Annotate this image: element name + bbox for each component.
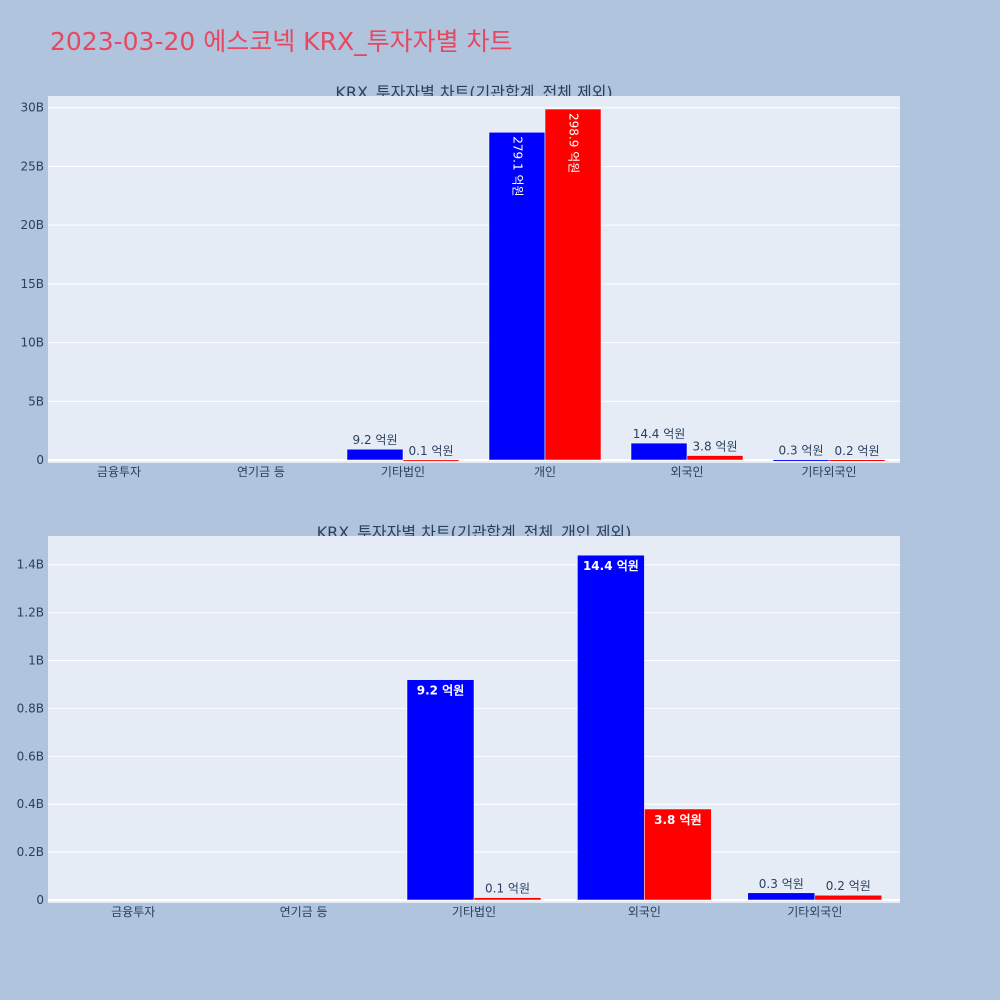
y-tick-label: 5B xyxy=(28,394,44,408)
data-label: 9.2 억원 xyxy=(417,684,465,698)
y-tick-label: 1.4B xyxy=(17,558,44,572)
data-label: 14.4 억원 xyxy=(633,427,686,441)
y-tick-label: 0.6B xyxy=(17,749,44,763)
plot-area xyxy=(48,96,900,463)
data-label: 14.4 억원 xyxy=(583,559,639,573)
bar-series1 xyxy=(488,132,546,461)
x-tick-label: 기타법인 xyxy=(381,465,425,479)
bar-series2 xyxy=(686,455,744,461)
bar-series1 xyxy=(577,554,645,901)
bar-series1 xyxy=(346,448,404,461)
x-tick-label: 외국인 xyxy=(670,465,703,479)
y-tick-label: 15B xyxy=(20,277,44,291)
y-tick-label: 1B xyxy=(28,654,44,668)
y-tick-label: 20B xyxy=(20,218,44,232)
y-tick-label: 0.4B xyxy=(17,797,44,811)
x-tick-label: 기타법인 xyxy=(452,905,496,919)
data-label: 0.3 억원 xyxy=(779,444,824,458)
y-tick-label: 10B xyxy=(20,336,44,350)
bar-series2 xyxy=(644,808,712,901)
chart-1: 0 0.2B 0.4B 0.6B 0.8B 1B 1.2B 1.4B 금융투자 연기금 등 기타법인… xyxy=(17,536,900,919)
data-label: 9.2 억원 xyxy=(353,433,398,447)
chart-0: 0 5B 10B 15B 20B 25B 30B 금융투자 연기금 등 기타법인 9.2 억원 0.1… xyxy=(20,96,900,479)
y-tick-label: 1.2B xyxy=(17,606,44,620)
data-label: 3.8 억원 xyxy=(693,440,738,454)
bar-series1 xyxy=(406,679,475,901)
data-label: 279.1 억원 xyxy=(511,136,525,196)
bar-series2 xyxy=(828,459,886,462)
x-tick-label: 금융투자 xyxy=(111,905,155,919)
y-tick-label: 30B xyxy=(20,101,44,115)
y-tick-label: 0.8B xyxy=(17,701,44,715)
y-tick-label: 0 xyxy=(36,453,44,467)
data-label: 0.1 억원 xyxy=(409,444,454,458)
bar-series2 xyxy=(473,897,542,901)
bar-series1 xyxy=(747,892,816,901)
x-tick-label: 금융투자 xyxy=(97,465,141,479)
y-tick-label: 0 xyxy=(36,893,44,907)
bar-series1 xyxy=(630,442,688,461)
bar-series2 xyxy=(814,894,883,901)
data-label: 0.2 억원 xyxy=(835,444,880,458)
y-tick-label: 25B xyxy=(20,159,44,173)
x-tick-label: 연기금 등 xyxy=(237,465,285,479)
y-tick-label: 0.2B xyxy=(17,845,44,859)
x-tick-label: 외국인 xyxy=(628,905,661,919)
data-label: 0.2 억원 xyxy=(826,879,871,893)
bar-series2 xyxy=(402,459,460,462)
data-label: 298.9 억원 xyxy=(567,113,581,173)
x-tick-label: 개인 xyxy=(534,465,556,479)
bar-series2 xyxy=(544,108,602,461)
page-title: 2023-03-20 에스코넥 KRX_투자자별 차트 xyxy=(50,27,513,56)
data-label: 0.3 억원 xyxy=(759,877,804,891)
x-tick-label: 기타외국인 xyxy=(801,465,856,479)
x-tick-label: 연기금 등 xyxy=(280,905,328,919)
bar-series1 xyxy=(772,459,830,462)
x-tick-label: 기타외국인 xyxy=(787,905,842,919)
data-label: 0.1 억원 xyxy=(485,882,530,896)
data-label: 3.8 억원 xyxy=(654,813,702,827)
